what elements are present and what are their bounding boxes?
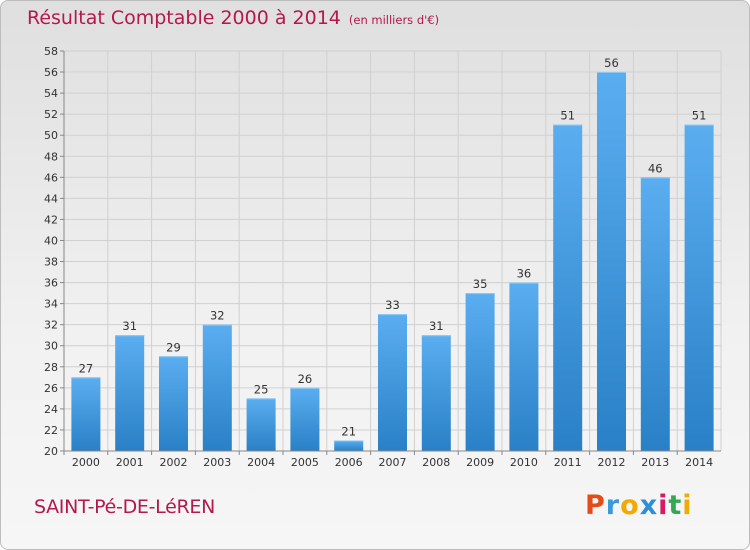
y-tick-label: 30 xyxy=(44,340,58,353)
x-tick-label: 2001 xyxy=(116,456,144,469)
commune-name: SAINT-Pé-DE-LéREN xyxy=(34,496,216,518)
data-label: 33 xyxy=(385,298,400,312)
bar-2013 xyxy=(640,177,670,451)
bar-2001 xyxy=(115,335,145,451)
bar-2006 xyxy=(334,440,364,451)
proxiti-logo: Proxiti xyxy=(585,490,693,521)
logo-letter: t xyxy=(668,490,683,521)
chart-title: Résultat Comptable 2000 à 2014 xyxy=(27,7,341,29)
bar-2004 xyxy=(246,398,276,451)
y-tick-label: 46 xyxy=(44,171,58,184)
y-tick-label: 32 xyxy=(44,319,58,332)
x-tick-label: 2000 xyxy=(72,456,100,469)
y-tick-label: 28 xyxy=(44,361,58,374)
y-tick-label: 34 xyxy=(44,298,58,311)
bar-2002 xyxy=(159,356,188,451)
y-tick-label: 38 xyxy=(44,256,58,269)
x-tick-label: 2006 xyxy=(335,456,363,469)
bar-2012 xyxy=(597,72,626,451)
x-tick-label: 2007 xyxy=(379,456,407,469)
data-label: 46 xyxy=(648,161,663,175)
bar-2000 xyxy=(71,377,101,451)
bar-2007 xyxy=(378,314,407,451)
data-label: 31 xyxy=(122,319,137,333)
x-tick-label: 2010 xyxy=(510,456,538,469)
bar-2014 xyxy=(684,124,714,452)
logo-letter: o xyxy=(620,490,640,521)
bar-2008 xyxy=(421,335,451,451)
bar-layer: 27 31 29 32 25 26 21 33 31 35 36 51 56 46 51 xyxy=(71,56,714,452)
y-tick-label: 56 xyxy=(44,66,58,79)
y-tick-label: 26 xyxy=(44,382,58,395)
x-tick-label: 2011 xyxy=(554,456,582,469)
y-tick-label: 44 xyxy=(44,192,58,205)
x-tick-label: 2003 xyxy=(203,456,231,469)
y-tick-label: 24 xyxy=(44,403,58,416)
y-tick-label: 20 xyxy=(44,445,58,458)
data-label: 29 xyxy=(166,340,181,354)
data-label: 27 xyxy=(79,361,94,375)
logo-letter: x xyxy=(639,490,659,521)
bar-2009 xyxy=(465,293,495,451)
y-tick-label: 48 xyxy=(44,150,58,163)
chart-title-line: Résultat Comptable 2000 à 2014 (en millie… xyxy=(27,7,439,29)
x-tick-label: 2002 xyxy=(160,456,188,469)
x-tick-label: 2004 xyxy=(247,456,275,469)
x-tick-label: 2012 xyxy=(598,456,626,469)
logo-letter: i xyxy=(658,490,669,521)
x-tick-label: 2008 xyxy=(422,456,450,469)
y-tick-label: 22 xyxy=(44,424,58,437)
chart-subtitle: (en milliers d'€) xyxy=(348,13,440,27)
y-tick-label: 50 xyxy=(44,129,58,142)
y-tick-label: 42 xyxy=(44,213,58,226)
bar-2010 xyxy=(509,282,539,451)
data-label: 25 xyxy=(254,382,269,396)
data-label: 36 xyxy=(517,267,532,281)
axis-layer: 20 22 24 26 28 30 32 34 36 38 40 42 44 46 48 50 52 54 56 58… xyxy=(44,45,721,469)
logo-letter: i xyxy=(682,490,693,521)
bar-2011 xyxy=(553,124,583,452)
logo-letter: r xyxy=(605,490,621,521)
y-tick-label: 52 xyxy=(44,108,58,121)
y-tick-label: 36 xyxy=(44,277,58,290)
data-label: 35 xyxy=(473,277,488,291)
x-tick-label: 2005 xyxy=(291,456,319,469)
y-tick-label: 58 xyxy=(44,45,58,58)
x-tick-label: 2014 xyxy=(685,456,713,469)
data-label: 51 xyxy=(560,109,575,123)
y-tick-label: 54 xyxy=(44,87,58,100)
data-label: 32 xyxy=(210,309,225,323)
x-tick-label: 2009 xyxy=(466,456,494,469)
bar-2003 xyxy=(202,324,232,451)
x-tick-label: 2013 xyxy=(641,456,669,469)
y-tick-label: 40 xyxy=(44,234,58,247)
data-label: 56 xyxy=(604,56,619,70)
logo-letter: P xyxy=(585,490,606,521)
data-label: 31 xyxy=(429,319,444,333)
data-label: 51 xyxy=(692,109,707,123)
data-label: 26 xyxy=(298,372,313,386)
data-label: 21 xyxy=(341,424,356,438)
bar-2005 xyxy=(290,387,320,451)
